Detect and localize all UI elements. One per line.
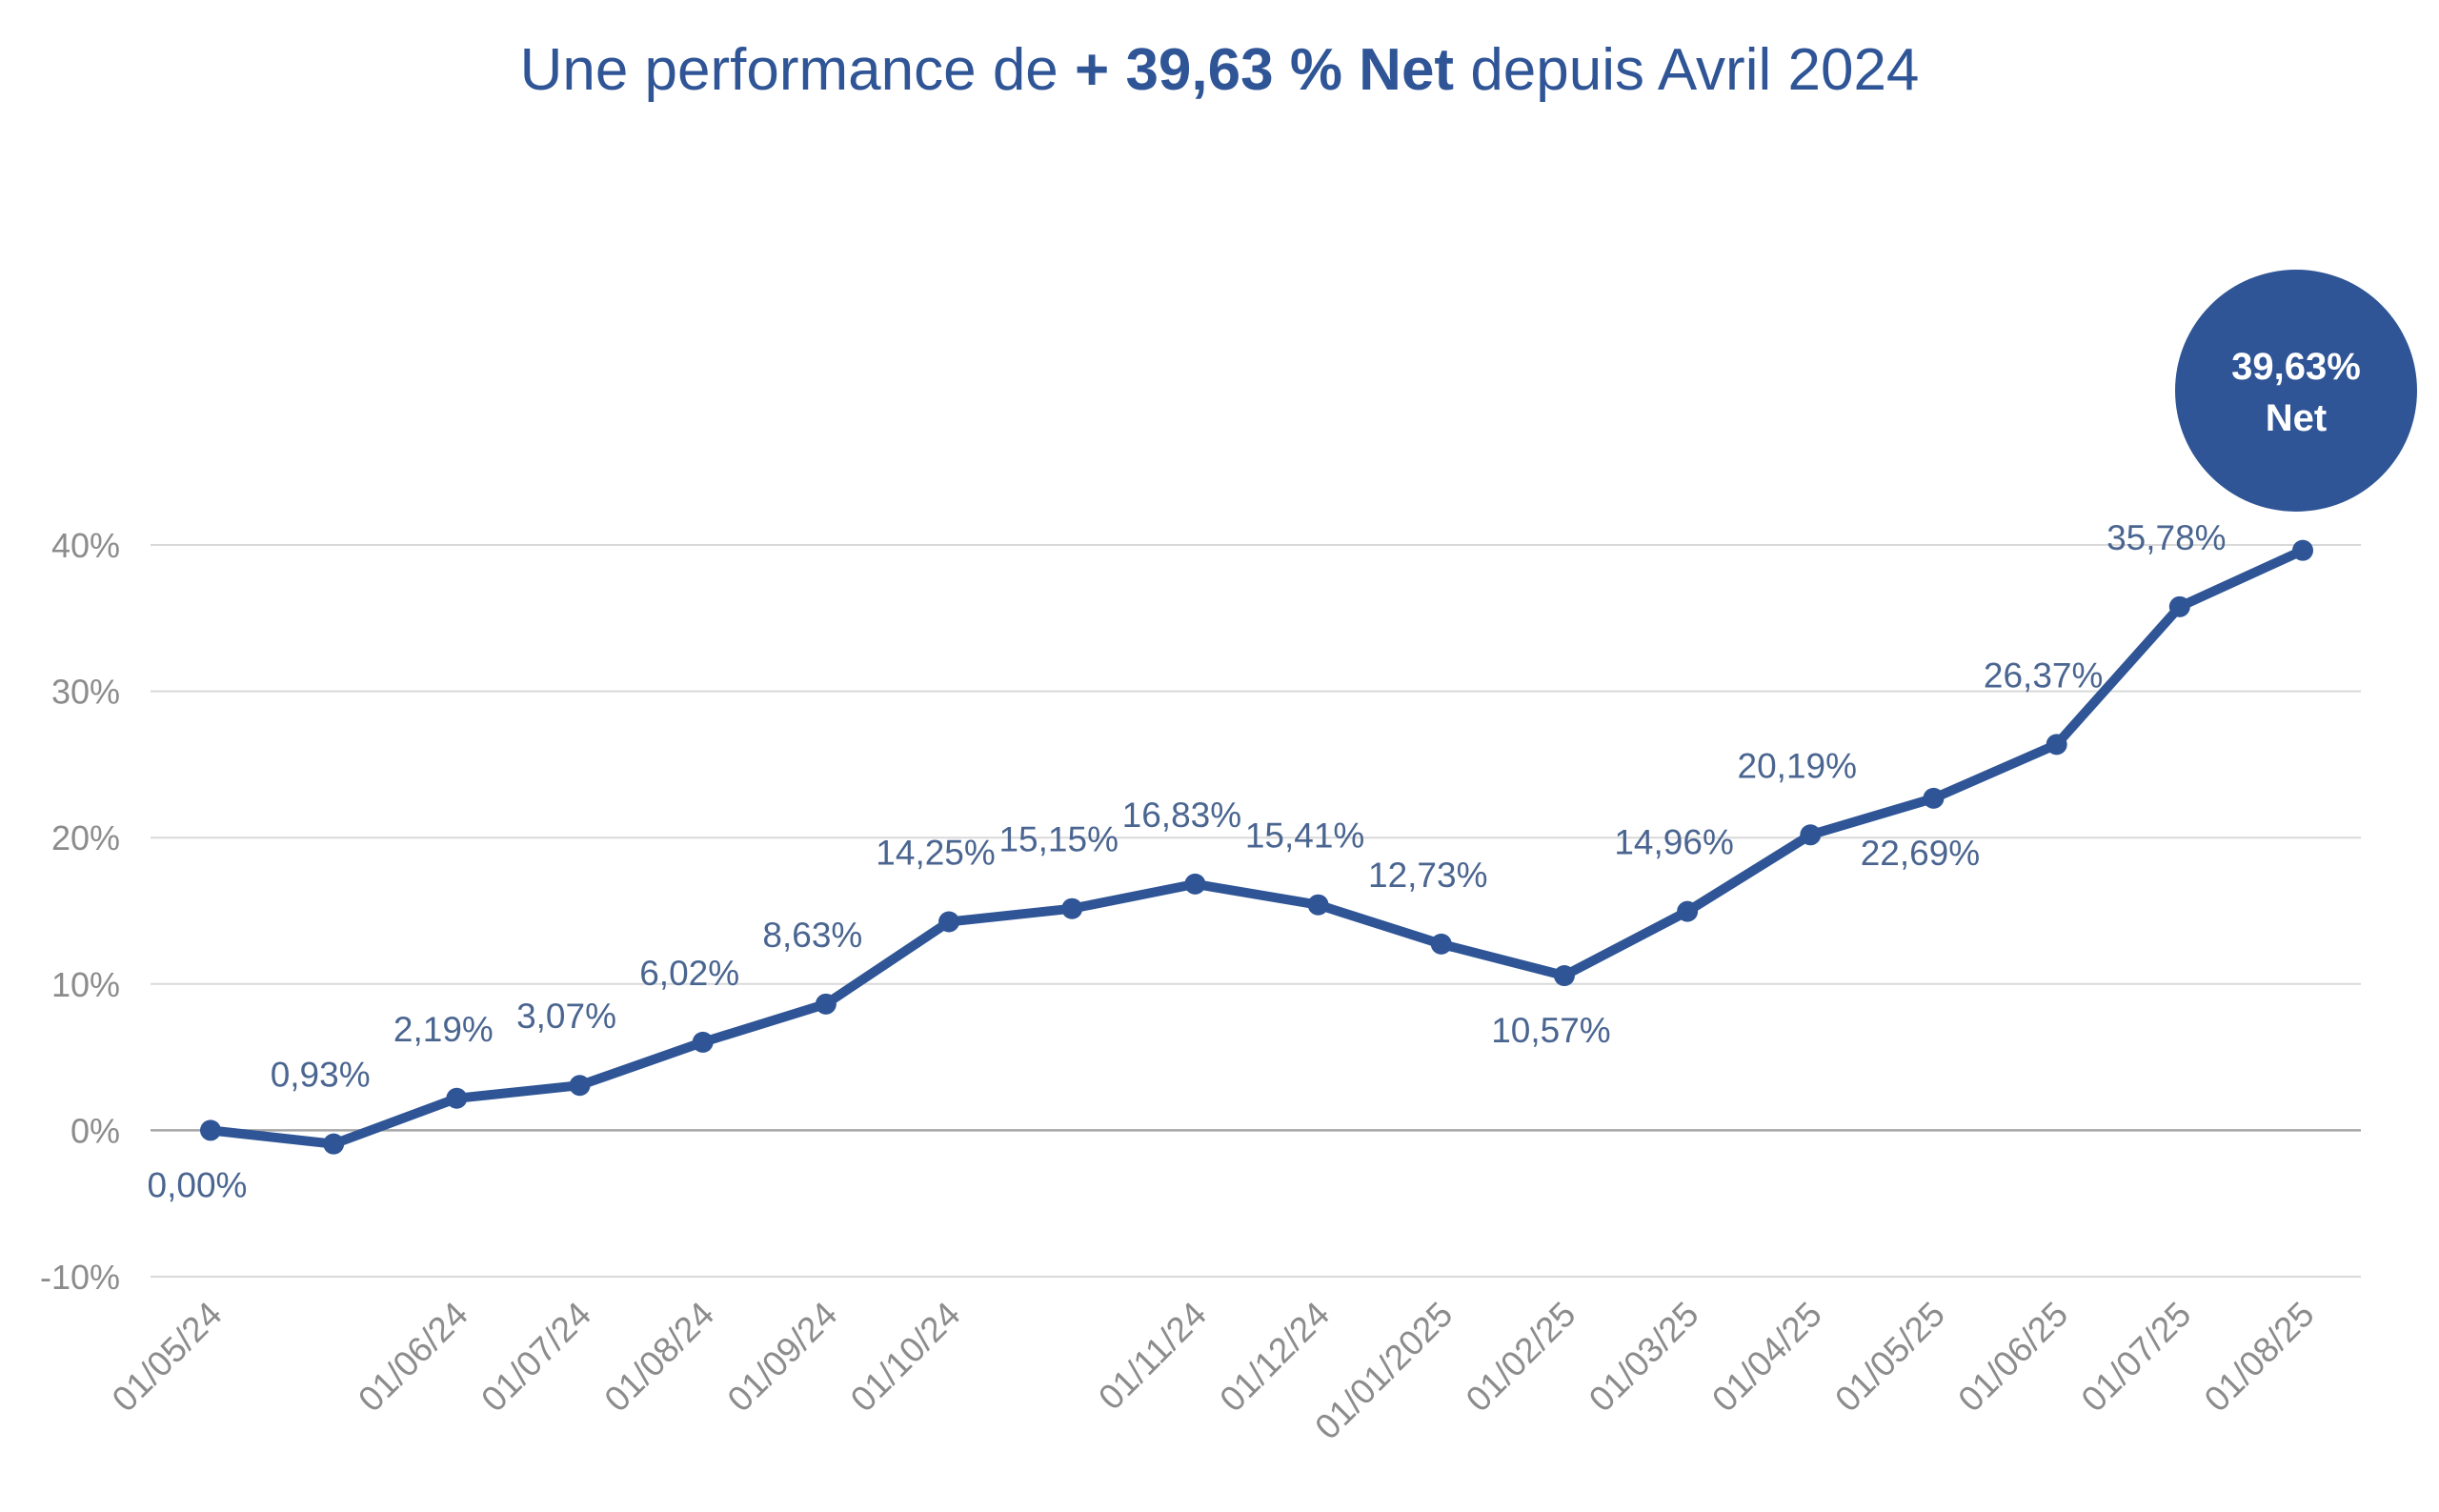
net-badge-circle <box>2175 270 2417 512</box>
data-point <box>1923 787 1945 809</box>
x-tick-label: 01/08/25 <box>2197 1295 2322 1420</box>
y-tick-label: 30% <box>51 673 120 712</box>
x-tick-label: 01/08/24 <box>597 1295 722 1420</box>
x-tick-label: 01/05/24 <box>105 1295 230 1420</box>
data-label: 14,96% <box>1614 823 1734 862</box>
net-badge-label: Net <box>2266 397 2327 439</box>
data-point <box>1800 824 1822 846</box>
x-axis-labels: 01/05/24 01/06/2401/07/2401/08/2401/09/24… <box>105 1295 2322 1447</box>
x-tick-label: 01/09/24 <box>720 1295 845 1420</box>
x-tick-label: 01/07/25 <box>2074 1295 2199 1420</box>
data-label: 14,25% <box>876 834 996 873</box>
x-tick-label: 01/03/25 <box>1582 1295 1706 1420</box>
data-point <box>938 911 960 933</box>
data-point <box>2168 595 2190 617</box>
data-label: 3,07% <box>516 997 616 1036</box>
data-point <box>692 1031 714 1053</box>
data-labels-layer: 0,00% 0,93% 2,19% 3,07% 6,02% 8,63% 14,25% 15,1… <box>148 518 2227 1205</box>
data-point <box>2046 734 2067 756</box>
x-tick-label: 01/06/24 <box>351 1295 475 1420</box>
y-tick-label: 20% <box>51 818 120 857</box>
data-points-layer <box>200 539 2313 1155</box>
title-suffix: depuis Avril 2024 <box>1454 37 1920 103</box>
x-tick-label: 01/10/24 <box>843 1295 968 1420</box>
data-label: 20,19% <box>1738 746 1858 785</box>
title-highlight: + 39,63 % Net <box>1075 37 1455 103</box>
data-label: 35,78% <box>2106 518 2227 557</box>
net-badge: 39,63% Net <box>2175 270 2417 512</box>
y-tick-label: 10% <box>51 965 120 1004</box>
data-point <box>200 1119 221 1141</box>
data-label: 10,57% <box>1491 1011 1611 1050</box>
data-point <box>2292 539 2313 561</box>
data-label: 0,00% <box>148 1165 248 1204</box>
x-tick-label: 01/11/24 <box>1091 1295 1214 1418</box>
y-tick-label: -10% <box>40 1258 120 1297</box>
data-label: 15,41% <box>1245 816 1365 856</box>
x-tick-label: 01/07/24 <box>474 1295 598 1420</box>
y-tick-label: 40% <box>51 526 120 565</box>
x-tick-label: 01/12/24 <box>1212 1295 1337 1420</box>
data-label: 6,02% <box>639 954 739 993</box>
data-label: 0,93% <box>271 1056 371 1095</box>
grid-layer <box>151 544 2361 1278</box>
data-point <box>1430 933 1452 955</box>
y-tick-label: 0% <box>71 1111 120 1150</box>
x-tick-label: 01/04/25 <box>1704 1295 1829 1420</box>
data-point <box>569 1075 591 1097</box>
data-point <box>1307 894 1329 916</box>
data-point <box>1553 965 1575 987</box>
title-prefix: Une performance de <box>519 37 1076 103</box>
y-axis-labels: -10% 0% 10% 20% 30% 40% <box>40 526 120 1297</box>
data-label: 12,73% <box>1368 856 1488 895</box>
data-point <box>1061 897 1083 919</box>
data-label: 16,83% <box>1122 796 1242 835</box>
data-point <box>446 1087 468 1109</box>
net-badge-value: 39,63% <box>2231 346 2361 388</box>
series-line-layer <box>206 545 2308 1149</box>
data-point <box>1184 873 1206 895</box>
data-label: 15,15% <box>998 820 1119 859</box>
data-point <box>815 993 837 1015</box>
data-point <box>1677 900 1699 922</box>
x-tick-label: 01/06/25 <box>1950 1295 2075 1420</box>
data-label: 2,19% <box>393 1010 494 1049</box>
data-label: 8,63% <box>762 916 862 955</box>
data-label: 22,69% <box>1861 834 1981 873</box>
chart-title: Une performance de + 39,63 % Net depuis … <box>0 36 2439 104</box>
series-line <box>206 545 2308 1149</box>
data-point <box>323 1133 345 1155</box>
data-label: 26,37% <box>1984 655 2104 695</box>
x-tick-label: 01/05/25 <box>1827 1295 1952 1420</box>
x-tick-label: 01/02/25 <box>1459 1295 1583 1420</box>
